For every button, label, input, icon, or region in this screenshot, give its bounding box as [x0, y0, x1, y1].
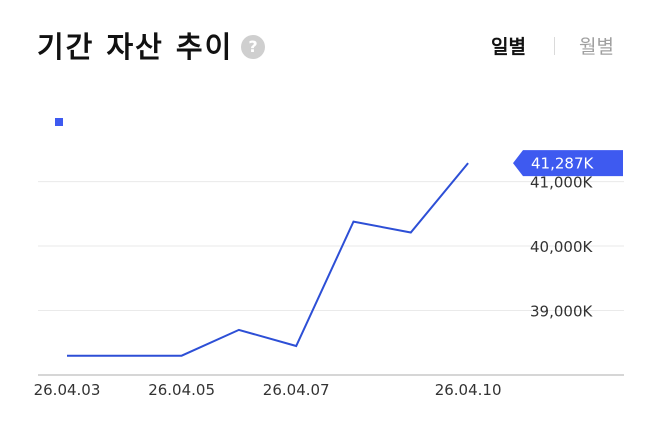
x-tick-label: 26.04.07 — [263, 381, 330, 399]
current-value-label: 41,287K — [531, 155, 594, 173]
help-icon[interactable]: ? — [241, 35, 265, 59]
tab-monthly[interactable]: 월별 — [579, 36, 614, 58]
legend-marker — [55, 118, 63, 126]
series-line — [67, 162, 469, 357]
page-title: 기간 자산 추이 — [37, 30, 234, 64]
x-tick-label: 26.04.03 — [34, 381, 101, 399]
x-tick-label: 26.04.05 — [148, 381, 215, 399]
tab-daily[interactable]: 일별 — [491, 36, 526, 58]
y-tick-label: 41,000K — [530, 174, 593, 192]
x-tick-label: 26.04.10 — [435, 381, 502, 399]
y-tick-label: 40,000K — [530, 238, 593, 256]
current-value-badge — [513, 150, 623, 177]
tab-divider — [554, 37, 555, 55]
y-tick-label: 39,000K — [530, 303, 593, 321]
